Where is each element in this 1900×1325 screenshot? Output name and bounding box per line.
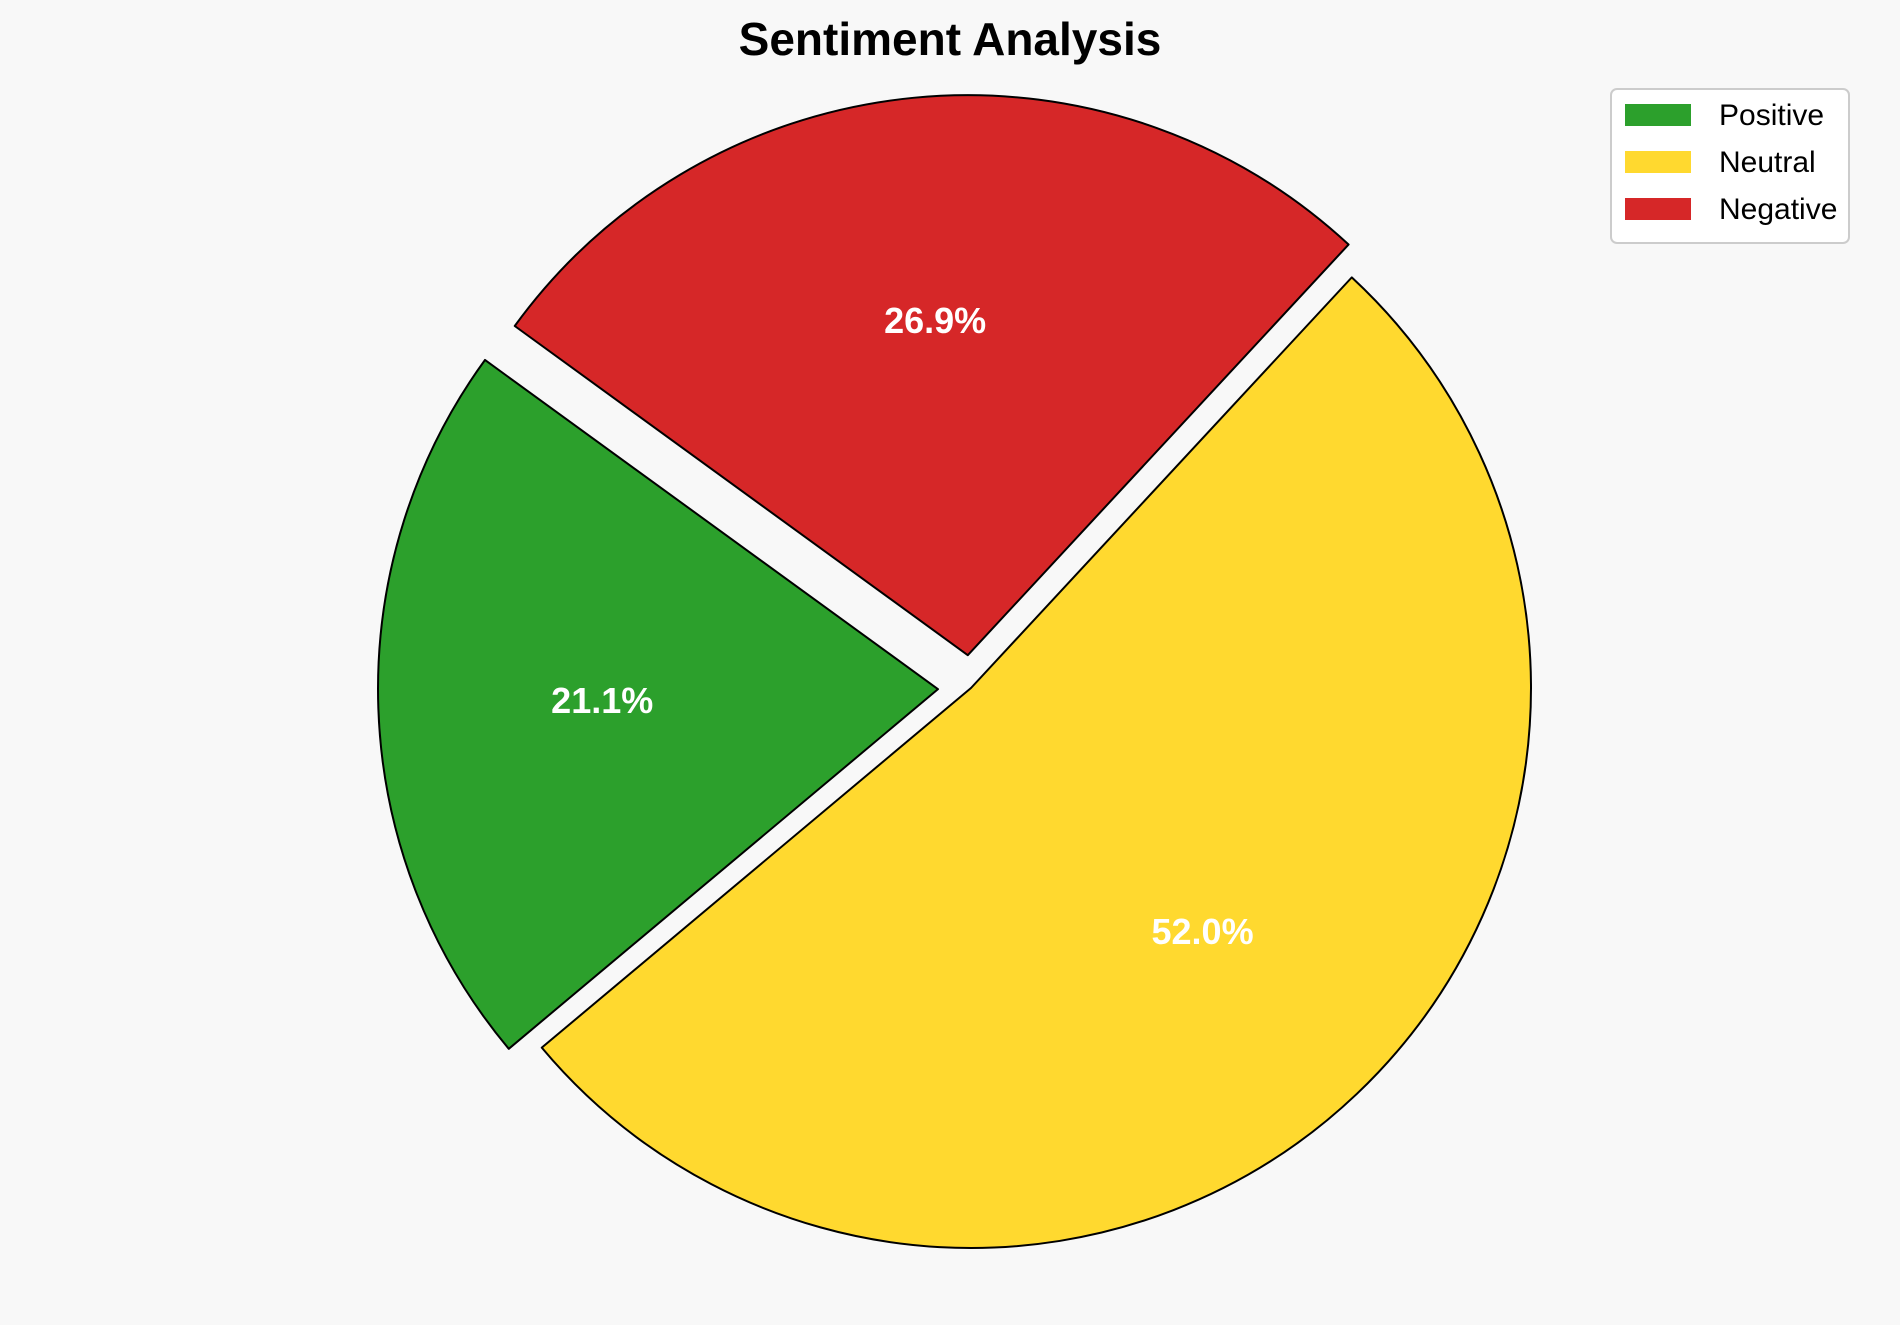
slice-label-positive: 21.1% bbox=[551, 680, 653, 721]
legend-label-positive: Positive bbox=[1719, 99, 1824, 132]
pie-slice-neutral bbox=[540, 276, 1532, 1250]
slice-label-neutral: 52.0% bbox=[1152, 911, 1254, 952]
legend-items: Positive Neutral Negative bbox=[1625, 99, 1837, 226]
slice-label-negative: 26.9% bbox=[884, 300, 986, 341]
pie-slice-negative bbox=[513, 94, 1350, 657]
legend-swatch-negative bbox=[1625, 198, 1691, 220]
legend-swatch-neutral bbox=[1625, 151, 1691, 173]
legend-label-neutral: Neutral bbox=[1719, 146, 1816, 179]
slice-labels: 21.1% 52.0% 26.9% bbox=[551, 300, 1253, 952]
pie-slice-positive bbox=[377, 358, 940, 1050]
legend-label-negative: Negative bbox=[1719, 193, 1837, 226]
legend: Positive Neutral Negative bbox=[1610, 88, 1850, 244]
chart-title: Sentiment Analysis bbox=[739, 13, 1162, 65]
legend-swatch-positive bbox=[1625, 104, 1691, 126]
pie-slices bbox=[377, 94, 1532, 1250]
